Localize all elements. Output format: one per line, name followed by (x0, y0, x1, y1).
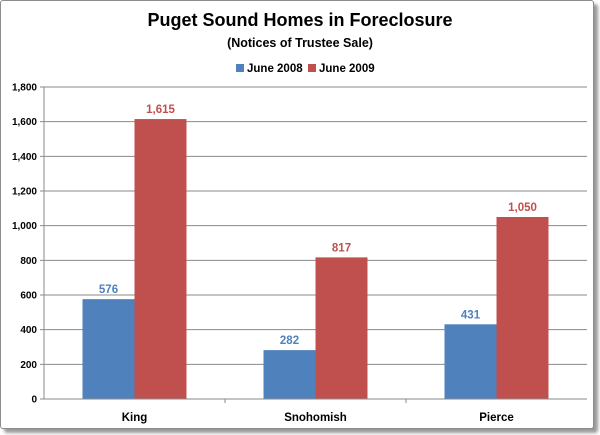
bar-snohomish-june-2008 (263, 350, 316, 399)
legend-label-june-2008: June 2008 (247, 63, 303, 75)
bar-snohomish-june-2009 (315, 257, 368, 399)
y-tick-label: 1,200 (12, 187, 37, 198)
y-tick-label: 200 (20, 360, 37, 371)
y-tick-label: 1,600 (12, 117, 37, 128)
category-label-snohomish: Snohomish (284, 412, 347, 424)
bar-pierce-june-2009 (496, 217, 549, 399)
bar-king-june-2008 (82, 299, 135, 399)
bar-pierce-june-2008 (444, 324, 497, 399)
bars (82, 119, 549, 400)
y-tick-label: 600 (20, 291, 37, 302)
y-tick-label: 0 (31, 395, 37, 406)
axes (43, 87, 587, 400)
y-tick-label: 400 (20, 325, 37, 336)
legend: June 2008 June 2009 (236, 63, 375, 75)
category-label-pierce: Pierce (479, 412, 514, 424)
y-tick-label: 1,400 (12, 152, 37, 163)
data-label-king-june-2009: 1,615 (146, 104, 175, 116)
legend-swatch-june-2009 (308, 64, 316, 72)
y-tick-label: 1,000 (12, 221, 37, 232)
data-label-pierce-june-2008: 431 (461, 309, 481, 321)
data-label-pierce-june-2009: 1,050 (508, 202, 537, 214)
category-label-king: King (122, 412, 148, 424)
chart-title: Puget Sound Homes in Foreclosure (147, 10, 452, 30)
legend-label-june-2009: June 2009 (319, 63, 375, 75)
data-label-snohomish-june-2009: 817 (332, 242, 351, 254)
data-labels: 576 1,615 282 817 431 1,050 (99, 104, 537, 347)
x-axis-categories: King Snohomish Pierce (122, 399, 514, 424)
data-label-snohomish-june-2008: 282 (280, 335, 299, 347)
data-label-king-june-2008: 576 (99, 284, 118, 296)
y-axis-ticks: 0 200 400 600 800 1,000 1,200 1,400 1,600 1,800 (12, 83, 44, 406)
y-tick-label: 800 (20, 256, 37, 267)
legend-swatch-june-2008 (236, 64, 244, 72)
y-tick-label: 1,800 (12, 83, 37, 94)
bar-king-june-2009 (134, 119, 187, 400)
chart-subtitle: (Notices of Trustee Sale) (227, 36, 373, 50)
